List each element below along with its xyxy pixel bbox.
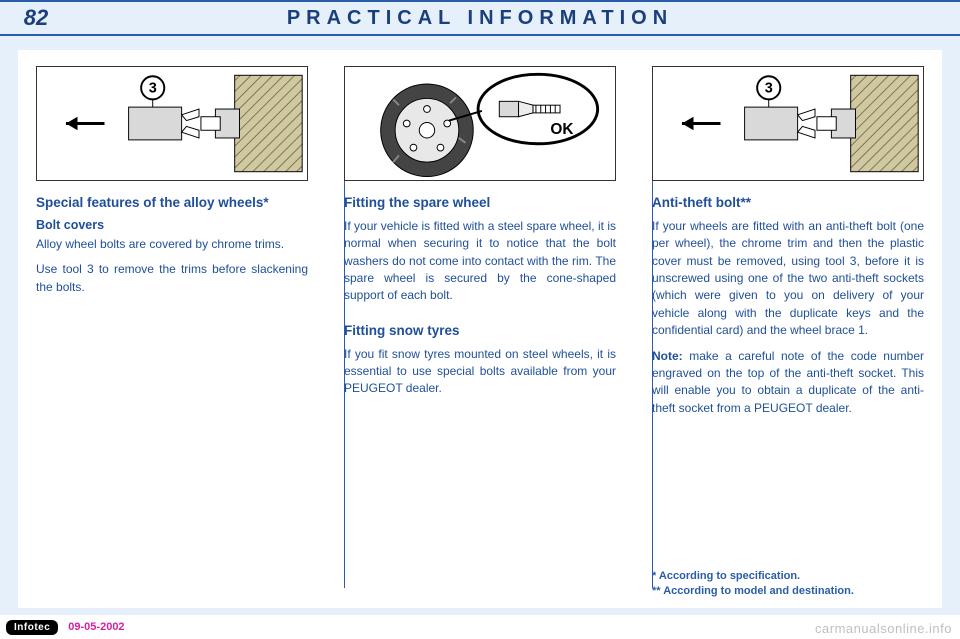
footnotes: * According to specification. ** Accordi… <box>652 569 924 598</box>
illustration-tool-3-right: 3 <box>652 66 924 181</box>
right-p2: Note: make a careful note of the code nu… <box>652 348 924 418</box>
illustration-tool-3-left: 3 <box>36 66 308 181</box>
mid-p2: If you fit snow tyres mounted on steel w… <box>344 346 616 398</box>
left-p2: Use tool 3 to remove the trims before sl… <box>36 261 308 296</box>
mid-sub1-title: Fitting the spare wheel <box>344 195 616 212</box>
spacer <box>344 313 616 323</box>
column-right: 3 Anti-theft bolt** If your wheels are f… <box>634 50 942 608</box>
footnote-2: ** According to model and destination. <box>652 584 924 598</box>
column-left: 3 Special features of the alloy wheels* … <box>18 50 326 608</box>
mid-p1: If your vehicle is fitted with a steel s… <box>344 218 616 305</box>
illustration-spare-wheel: OK <box>344 66 616 181</box>
ok-label: OK <box>550 121 573 138</box>
column-middle: OK Fitting the spare wheel If your vehic… <box>326 50 634 608</box>
left-p1: Alloy wheel bolts are covered by chrome … <box>36 236 308 253</box>
page-root: 82 PRACTICAL INFORMATION <box>0 0 960 639</box>
date-stamp: 09-05-2002 <box>68 621 124 633</box>
left-sub1-title: Bolt covers <box>36 218 308 232</box>
infotec-badge: Infotec <box>6 620 58 635</box>
right-p2-text: make a careful note of the code number e… <box>652 349 924 415</box>
right-sub1-title: Anti-theft bolt** <box>652 195 924 212</box>
left-heading: Special features of the alloy wheels* <box>36 195 308 212</box>
footnote-1: * According to specification. <box>652 569 924 583</box>
watermark: carmanualsonline.info <box>815 621 952 636</box>
content-area: 3 Special features of the alloy wheels* … <box>18 50 942 608</box>
note-lead: Note: <box>652 349 683 363</box>
tool-label-right: 3 <box>765 81 773 97</box>
tool-label-left: 3 <box>149 81 157 97</box>
right-p1: If your wheels are fitted with an anti-t… <box>652 218 924 340</box>
mid-sub2-title: Fitting snow tyres <box>344 323 616 340</box>
page-title: PRACTICAL INFORMATION <box>0 0 960 36</box>
